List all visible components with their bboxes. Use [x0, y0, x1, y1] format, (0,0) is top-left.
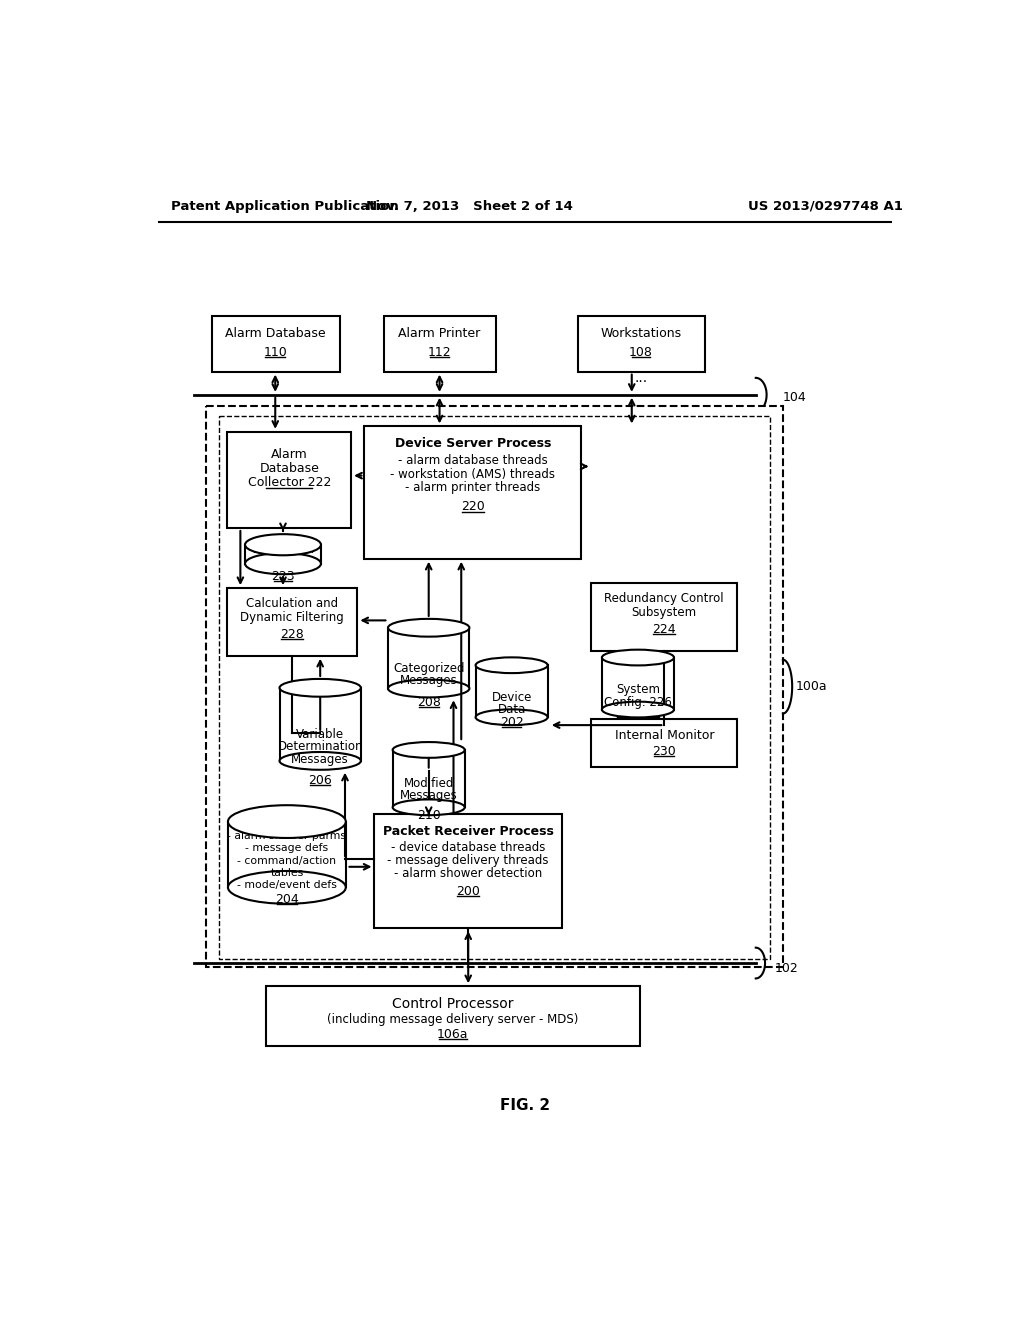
Text: 100a: 100a: [796, 680, 827, 693]
Text: Config. Database: Config. Database: [239, 817, 335, 828]
Text: Workstations: Workstations: [600, 327, 682, 341]
Text: FIG. 2: FIG. 2: [500, 1098, 550, 1113]
Text: 208: 208: [417, 696, 440, 709]
Text: Internal Monitor: Internal Monitor: [614, 730, 714, 742]
Bar: [227, 432, 351, 528]
Bar: [475, 665, 548, 717]
Text: 223: 223: [271, 570, 295, 583]
Text: Messages: Messages: [399, 675, 458, 686]
Text: Nov. 7, 2013   Sheet 2 of 14: Nov. 7, 2013 Sheet 2 of 14: [366, 199, 572, 213]
Ellipse shape: [475, 657, 548, 673]
Ellipse shape: [228, 871, 346, 904]
Text: - message delivery threads: - message delivery threads: [387, 854, 549, 867]
Ellipse shape: [280, 678, 360, 697]
Text: Subsystem: Subsystem: [632, 606, 697, 619]
Bar: [219, 416, 770, 960]
Text: Categorized: Categorized: [393, 661, 465, 675]
Text: 224: 224: [652, 623, 676, 636]
Text: 200: 200: [457, 884, 480, 898]
Text: - alarm database threads: - alarm database threads: [398, 454, 548, 467]
Bar: [592, 583, 737, 651]
Text: - mode/event defs: - mode/event defs: [237, 880, 337, 890]
Text: Dynamic Filtering: Dynamic Filtering: [241, 611, 344, 624]
Ellipse shape: [475, 709, 548, 725]
Bar: [266, 986, 640, 1047]
Bar: [578, 317, 706, 372]
Bar: [228, 821, 346, 887]
Text: 210: 210: [417, 809, 440, 822]
Text: 104: 104: [783, 391, 807, 404]
Ellipse shape: [388, 619, 469, 636]
Bar: [212, 317, 340, 372]
Text: 102: 102: [775, 962, 799, 975]
Text: 202: 202: [500, 715, 523, 729]
Text: Calculation and: Calculation and: [246, 597, 338, 610]
Text: 206: 206: [308, 774, 332, 787]
Text: 112: 112: [428, 346, 452, 359]
Bar: [384, 317, 496, 372]
Text: - device database threads: - device database threads: [391, 841, 546, 854]
Ellipse shape: [388, 680, 469, 697]
Text: Control Processor: Control Processor: [392, 997, 513, 1011]
Ellipse shape: [245, 553, 321, 574]
Text: Redundancy Control: Redundancy Control: [604, 593, 724, 606]
Text: 228: 228: [281, 628, 304, 640]
Ellipse shape: [602, 702, 674, 718]
Text: (including message delivery server - MDS): (including message delivery server - MDS…: [327, 1012, 579, 1026]
Bar: [392, 750, 465, 808]
Text: Device: Device: [492, 690, 531, 704]
Text: Temp Alarm: Temp Alarm: [252, 545, 314, 554]
Bar: [206, 407, 783, 966]
Text: Device Server Process: Device Server Process: [394, 437, 551, 450]
Text: 108: 108: [629, 346, 653, 359]
Text: 204: 204: [275, 892, 299, 906]
Text: 110: 110: [263, 346, 287, 359]
Ellipse shape: [392, 742, 465, 758]
Text: Packet Receiver Process: Packet Receiver Process: [383, 825, 554, 838]
Bar: [592, 719, 737, 767]
Ellipse shape: [228, 805, 346, 838]
Bar: [602, 657, 674, 710]
Bar: [280, 688, 360, 760]
Text: - alarm shower parms: - alarm shower parms: [227, 832, 346, 841]
Ellipse shape: [280, 752, 360, 770]
Text: Alarm Printer: Alarm Printer: [398, 327, 480, 341]
Text: ...: ...: [635, 371, 647, 385]
Ellipse shape: [602, 649, 674, 665]
Bar: [245, 545, 321, 564]
Text: US 2013/0297748 A1: US 2013/0297748 A1: [749, 199, 903, 213]
Text: Determination: Determination: [278, 741, 362, 754]
Bar: [365, 426, 582, 558]
Text: Patent Application Publication: Patent Application Publication: [171, 199, 398, 213]
Bar: [388, 628, 469, 689]
Bar: [375, 814, 562, 928]
Text: 220: 220: [461, 500, 484, 513]
Ellipse shape: [392, 800, 465, 816]
Text: - command/action: - command/action: [238, 855, 336, 866]
Text: Messages: Messages: [399, 789, 458, 803]
Text: Messages: Messages: [291, 752, 349, 766]
Text: Config. 226: Config. 226: [604, 696, 672, 709]
Text: - alarm printer threads: - alarm printer threads: [406, 482, 541, 495]
Text: Alarm: Alarm: [270, 449, 307, 462]
Text: Variable: Variable: [296, 727, 344, 741]
Text: Alarm Database: Alarm Database: [225, 327, 326, 341]
Text: Data: Data: [498, 704, 525, 717]
Ellipse shape: [245, 535, 321, 556]
Text: Modified: Modified: [403, 777, 454, 791]
Text: - workstation (AMS) threads: - workstation (AMS) threads: [390, 467, 555, 480]
Text: System: System: [616, 684, 659, 696]
Text: 230: 230: [652, 744, 676, 758]
Text: Database: Database: [259, 462, 319, 475]
Text: Collector 222: Collector 222: [248, 477, 331, 490]
Text: tables: tables: [270, 869, 303, 878]
Text: - alarm shower detection: - alarm shower detection: [394, 867, 543, 880]
Text: 106a: 106a: [437, 1028, 468, 1041]
Bar: [227, 589, 357, 656]
Text: - message defs: - message defs: [246, 843, 329, 853]
